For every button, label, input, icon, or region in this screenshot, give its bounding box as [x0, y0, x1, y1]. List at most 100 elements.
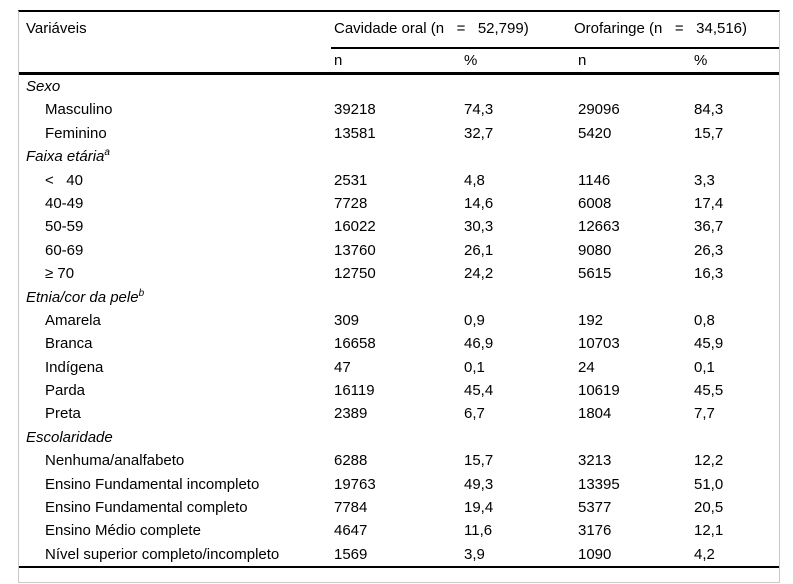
cell-orofaringe-pct: 4,2 — [694, 545, 715, 563]
cell-orofaringe-pct: 16,3 — [694, 265, 724, 283]
row-label: Masculino — [45, 101, 113, 119]
table-row: Ensino Médio complete 4647 11,6 3176 12,… — [19, 519, 779, 542]
row-label: Sexo — [26, 75, 60, 98]
table-row: Indígena 47 0,1 24 0,1 — [19, 356, 779, 379]
table-header-columns: n % n % — [19, 49, 779, 72]
cell-orofaringe-n: 192 — [578, 311, 604, 329]
cell-orofaringe-n: 5420 — [578, 124, 612, 142]
row-label: Amarela — [45, 311, 101, 329]
cell-orofaringe-pct: 36,7 — [694, 218, 724, 236]
cell-cavidade-n: 47 — [334, 358, 351, 376]
table-row: Parda 16119 45,4 10619 45,5 — [19, 379, 779, 402]
cell-orofaringe-n: 10703 — [578, 335, 620, 353]
cell-cavidade-pct: 0,1 — [464, 358, 485, 376]
column-header-cavidade-pct: % — [464, 52, 478, 69]
cell-orofaringe-pct: 45,5 — [694, 382, 724, 400]
cell-orofaringe-n: 1090 — [578, 545, 612, 563]
cell-orofaringe-pct: 20,5 — [694, 499, 724, 517]
table-row: 50-59 16022 30,3 12663 36,7 — [19, 215, 779, 238]
table-row: Ensino Fundamental completo 7784 19,4 53… — [19, 496, 779, 519]
cell-cavidade-pct: 6,7 — [464, 405, 485, 423]
cell-orofaringe-n: 12663 — [578, 218, 620, 236]
cell-orofaringe-pct: 0,8 — [694, 311, 715, 329]
row-label-text: Escolaridade — [26, 428, 113, 446]
cell-cavidade-n: 13760 — [334, 241, 376, 259]
table-row: Preta 2389 6,7 1804 7,7 — [19, 402, 779, 425]
header-body-divider-rule — [19, 72, 779, 75]
cell-orofaringe-pct: 26,3 — [694, 241, 724, 259]
row-label: Branca — [45, 335, 93, 353]
table-row: Masculino 39218 74,3 29096 84,3 — [19, 98, 779, 121]
cell-orofaringe-pct: 84,3 — [694, 101, 724, 119]
cell-orofaringe-pct: 12,2 — [694, 452, 724, 470]
row-label-superscript: a — [104, 147, 110, 159]
cell-cavidade-n: 19763 — [334, 475, 376, 493]
table-row: 60-69 13760 26,1 9080 26,3 — [19, 239, 779, 262]
cell-orofaringe-pct: 3,3 — [694, 171, 715, 189]
cell-orofaringe-n: 3213 — [578, 452, 612, 470]
cell-orofaringe-pct: 45,9 — [694, 335, 724, 353]
statistics-table: Variáveis Cavidade oral (n = 52,799) Oro… — [18, 10, 780, 583]
table-bottom-rule — [19, 566, 779, 569]
cell-orofaringe-n: 10619 — [578, 382, 620, 400]
column-header-orofaringe-pct: % — [694, 52, 708, 69]
cell-cavidade-n: 2389 — [334, 405, 368, 423]
row-label: ≥ 70 — [45, 265, 75, 283]
cell-cavidade-pct: 19,4 — [464, 499, 494, 517]
cell-cavidade-pct: 11,6 — [464, 522, 493, 540]
table-row: 40-49 7728 14,6 6008 17,4 — [19, 192, 779, 215]
cell-cavidade-n: 1569 — [334, 545, 368, 563]
row-label-text: Faixa etária — [26, 148, 105, 166]
cell-cavidade-n: 4647 — [334, 522, 368, 540]
cell-orofaringe-pct: 12,1 — [694, 522, 724, 540]
row-label: Parda — [45, 382, 86, 400]
cell-orofaringe-n: 1804 — [578, 405, 612, 423]
cell-orofaringe-n: 3176 — [578, 522, 612, 540]
row-label: Preta — [45, 405, 81, 423]
cell-orofaringe-pct: 0,1 — [694, 358, 715, 376]
cell-orofaringe-n: 1146 — [578, 171, 611, 189]
cell-orofaringe-pct: 7,7 — [694, 405, 715, 423]
row-label: Feminino — [45, 124, 107, 142]
cell-cavidade-n: 7784 — [334, 499, 368, 517]
row-label: 60-69 — [45, 241, 84, 259]
group-header-orofaringe: Orofaringe (n = 34,516) — [574, 20, 748, 37]
cell-orofaringe-n: 9080 — [578, 241, 612, 259]
row-label: < 40 — [45, 171, 83, 189]
cell-cavidade-n: 16658 — [334, 335, 376, 353]
cell-cavidade-n: 7728 — [334, 194, 368, 212]
cell-cavidade-pct: 15,7 — [464, 452, 494, 470]
row-label: Nenhuma/analfabeto — [45, 452, 185, 470]
table-row: Ensino Fundamental incompleto 19763 49,3… — [19, 473, 779, 496]
cell-cavidade-pct: 32,7 — [464, 124, 494, 142]
cell-cavidade-n: 16119 — [334, 382, 375, 400]
table-body: Sexo Masculino 39218 74,3 29096 84,3 Fem… — [19, 75, 779, 566]
group-header-rule — [331, 47, 779, 49]
row-label: Ensino Fundamental incompleto — [45, 475, 260, 493]
cell-orofaringe-pct: 15,7 — [694, 124, 724, 142]
cell-cavidade-pct: 26,1 — [464, 241, 494, 259]
table-section-row: Sexo — [19, 75, 779, 98]
cell-cavidade-pct: 46,9 — [464, 335, 494, 353]
cell-cavidade-pct: 74,3 — [464, 101, 494, 119]
table-section-row: Faixa etáriaa — [19, 145, 779, 168]
row-label: 50-59 — [45, 218, 84, 236]
table-section-row: Escolaridade — [19, 426, 779, 449]
table-row: Nível superior completo/incompleto 1569 … — [19, 543, 779, 566]
column-header-cavidade-n: n — [334, 52, 343, 69]
row-label-text: Etnia/cor da pele — [26, 288, 139, 306]
cell-orofaringe-n: 13395 — [578, 475, 620, 493]
cell-cavidade-pct: 3,9 — [464, 545, 485, 563]
cell-orofaringe-n: 5615 — [578, 265, 612, 283]
cell-cavidade-pct: 14,6 — [464, 194, 494, 212]
cell-cavidade-n: 309 — [334, 311, 360, 329]
table-row: Nenhuma/analfabeto 6288 15,7 3213 12,2 — [19, 449, 779, 472]
cell-cavidade-pct: 0,9 — [464, 311, 485, 329]
row-label: Etnia/cor da peleb — [26, 286, 144, 309]
cell-cavidade-n: 12750 — [334, 265, 376, 283]
table-section-row: Etnia/cor da peleb — [19, 286, 779, 309]
table-header-groups: Variáveis Cavidade oral (n = 52,799) Oro… — [19, 12, 779, 47]
variables-header: Variáveis — [26, 20, 87, 37]
row-label: Ensino Médio complete — [45, 522, 201, 540]
row-label: Escolaridade — [26, 426, 113, 449]
